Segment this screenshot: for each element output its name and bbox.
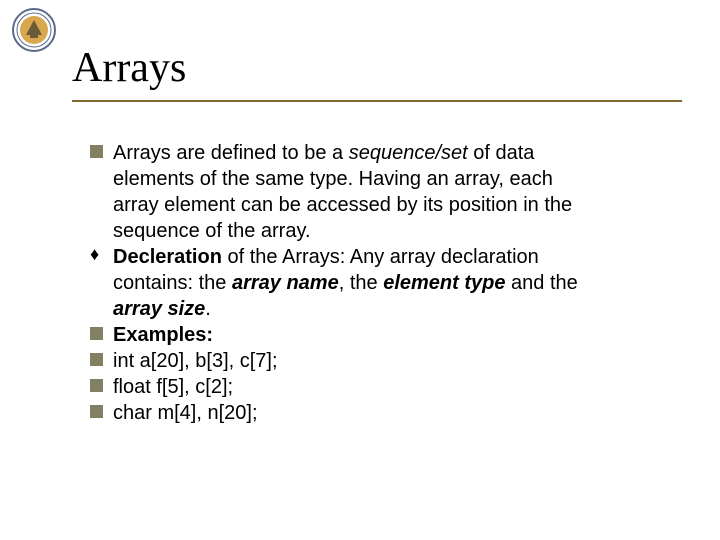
slide-title: Arrays <box>72 44 186 92</box>
slide-logo <box>12 8 56 52</box>
bullet-text: Examples: <box>113 322 213 348</box>
bullet-item-declaration: ♦ Decleration of the Arrays: Any array d… <box>90 244 670 270</box>
bullet-item-example-1: int a[20], b[3], c[7]; <box>90 348 670 374</box>
square-bullet-icon <box>90 379 103 392</box>
bullet-continuation: sequence of the array. <box>113 218 670 244</box>
bullet-text: Arrays are defined to be a sequence/set … <box>113 140 534 166</box>
bullet-text: char m[4], n[20]; <box>113 400 258 426</box>
diamond-bullet-icon: ♦ <box>90 244 103 266</box>
bullet-continuation: array size. <box>113 296 670 322</box>
square-bullet-icon <box>90 405 103 418</box>
square-bullet-icon <box>90 145 103 158</box>
square-bullet-icon <box>90 327 103 340</box>
bullet-item-1: Arrays are defined to be a sequence/set … <box>90 140 670 166</box>
square-bullet-icon <box>90 353 103 366</box>
bullet-text: Decleration of the Arrays: Any array dec… <box>113 244 539 270</box>
slide-content: Arrays are defined to be a sequence/set … <box>90 140 670 426</box>
bullet-continuation: array element can be accessed by its pos… <box>113 192 670 218</box>
title-underline <box>72 100 682 102</box>
bullet-text: int a[20], b[3], c[7]; <box>113 348 278 374</box>
bullet-continuation: elements of the same type. Having an arr… <box>113 166 670 192</box>
bullet-item-examples: Examples: <box>90 322 670 348</box>
bullet-text: float f[5], c[2]; <box>113 374 233 400</box>
bullet-item-example-2: float f[5], c[2]; <box>90 374 670 400</box>
bullet-continuation: contains: the array name, the element ty… <box>113 270 670 296</box>
bullet-item-example-3: char m[4], n[20]; <box>90 400 670 426</box>
